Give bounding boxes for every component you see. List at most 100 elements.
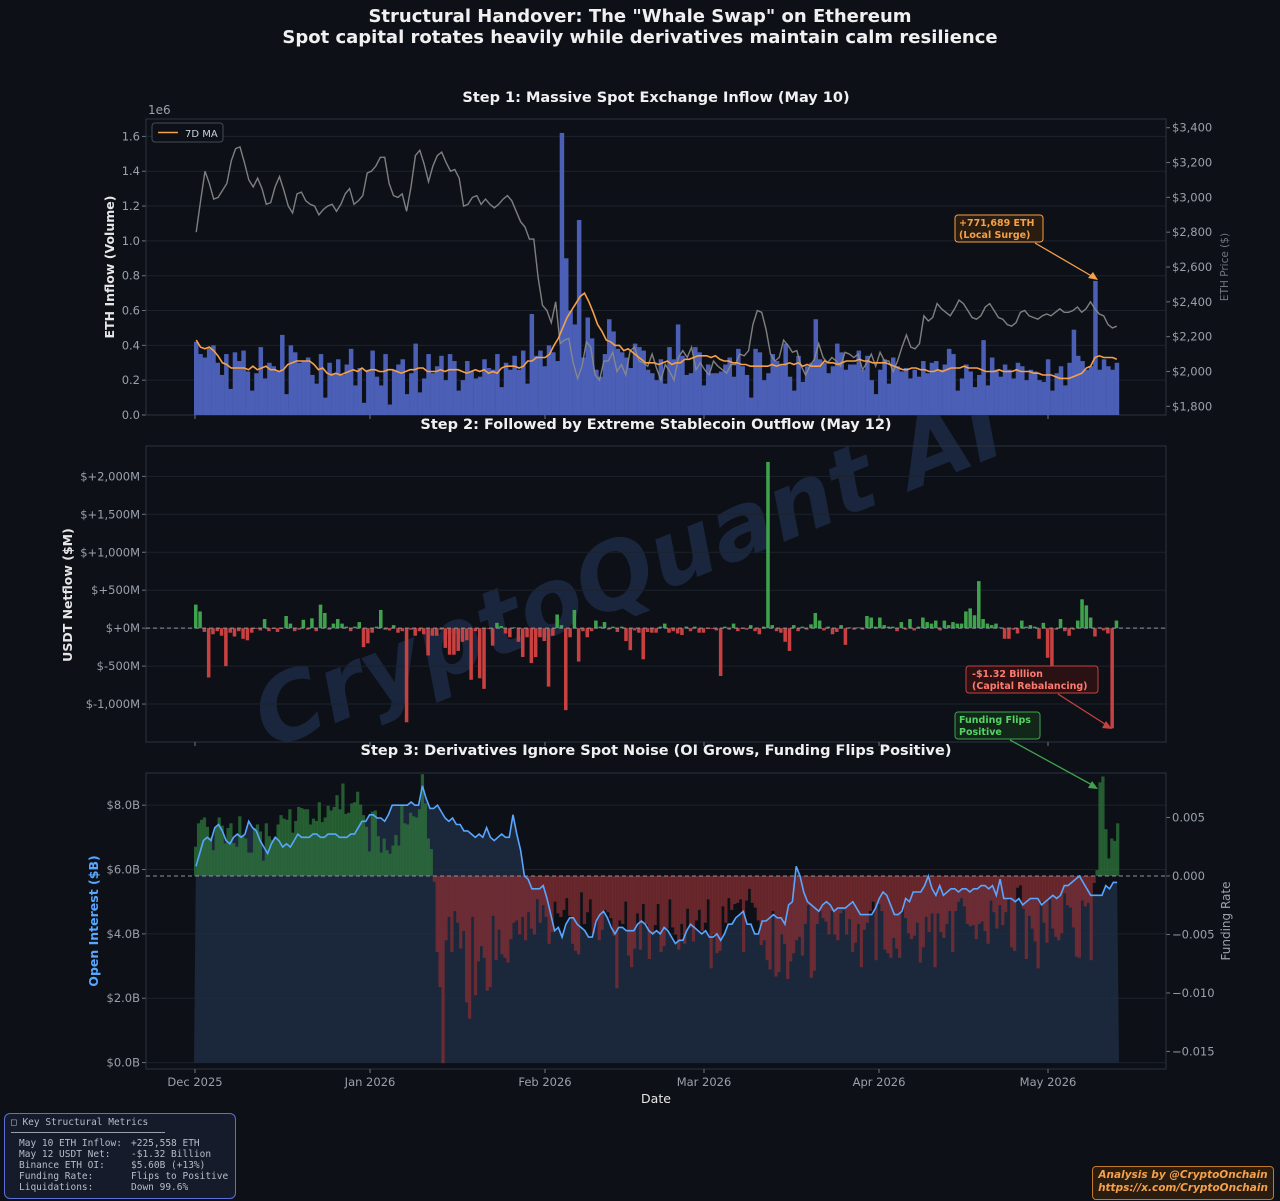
netflow-bar (744, 628, 749, 630)
netflow-bar (964, 611, 968, 629)
funding-bar (789, 875, 793, 962)
netflow-bar (1045, 628, 1050, 658)
funding-bar (671, 875, 675, 928)
inflow-bar (310, 374, 315, 415)
inflow-bar (232, 352, 238, 415)
inflow-bar (701, 385, 707, 415)
netflow-bar (774, 628, 779, 632)
netflow-bar (817, 620, 822, 629)
netflow-bar (585, 628, 590, 638)
netflow-bar (934, 620, 938, 629)
inflow-bar (645, 369, 651, 415)
funding-bar (839, 875, 843, 914)
funding-bar (624, 875, 628, 902)
funding-bar (606, 875, 610, 913)
netflow-bar (546, 628, 551, 687)
inflow-bar (830, 366, 836, 415)
funding-bar (376, 836, 380, 876)
funding-bar (509, 875, 513, 940)
netflow-bar (955, 623, 960, 629)
netflow-bar (783, 628, 787, 642)
funding-bar (1015, 875, 1020, 888)
funding-bar (1048, 875, 1052, 900)
inflow-bar (348, 348, 354, 415)
funding-bar (562, 875, 566, 910)
netflow-bar (396, 628, 400, 633)
funding-bar (721, 875, 725, 907)
netflow-bar (262, 619, 267, 629)
inflow-bar (1106, 366, 1111, 415)
inflow-bar (624, 357, 629, 415)
funding-bar (644, 875, 648, 924)
funding-bar (650, 875, 654, 934)
funding-bar (1077, 875, 1082, 958)
y-tick-label: 0.4 (122, 338, 140, 352)
inflow-bar (559, 132, 565, 415)
netflow-bar (512, 627, 516, 629)
inflow-bar (344, 364, 350, 415)
funding-bar (965, 875, 970, 924)
funding-bar (571, 875, 575, 944)
y-tick-label: $-500M (97, 659, 140, 673)
netflow-bar (383, 628, 387, 630)
annotation-arrowhead (1102, 721, 1112, 729)
funding-bar (912, 875, 917, 936)
funding-bar (1116, 823, 1120, 876)
inflow-bar (611, 331, 616, 415)
funding-bar (208, 837, 212, 876)
y-tick-label: 1.0 (122, 234, 140, 248)
inflow-bar (477, 376, 483, 415)
inflow-bar (314, 383, 319, 415)
funding-bar (715, 875, 719, 954)
netflow-bar (297, 628, 301, 630)
funding-bar (712, 875, 716, 935)
inflow-bar (792, 390, 797, 415)
inflow-bar (249, 390, 255, 415)
netflow-bar (912, 628, 917, 631)
funding-bar (959, 875, 964, 899)
funding-bar (762, 875, 766, 941)
credit-link[interactable]: https://x.com/CryptoOnchain (1098, 1182, 1268, 1194)
funding-bar (1051, 875, 1055, 929)
panel1-y2label: ETH Price ($) (1219, 233, 1231, 301)
netflow-bar (761, 626, 766, 629)
inflow-bar (1075, 355, 1081, 415)
inflow-bar (925, 373, 930, 415)
panel2-ylabel: USDT Netflow ($M) (60, 528, 75, 662)
netflow-bar (727, 628, 732, 630)
inflow-bar (460, 380, 466, 415)
funding-bar (1104, 829, 1108, 876)
netflow-bar (559, 625, 564, 629)
funding-bar (217, 817, 221, 876)
netflow-bar (796, 628, 800, 632)
funding-bar (1080, 875, 1084, 901)
funding-bar (196, 823, 201, 876)
funding-bar (1089, 875, 1093, 961)
funding-bar (706, 875, 710, 900)
funding-bar (282, 818, 286, 876)
funding-bar (1057, 875, 1061, 941)
funding-bar (792, 875, 796, 954)
funding-bar (859, 875, 864, 968)
funding-bar (853, 875, 858, 943)
netflow-bar (357, 622, 362, 629)
funding-bar (420, 774, 425, 876)
inflow-bar (1041, 381, 1047, 415)
funding-bar (388, 853, 392, 876)
funding-bar (370, 811, 374, 876)
netflow-bar (538, 628, 542, 638)
netflow-bar (723, 626, 727, 629)
inflow-bar (1084, 369, 1090, 415)
inflow-bar (516, 369, 522, 415)
funding-bar (417, 809, 422, 876)
inflow-bar (366, 369, 371, 415)
inflow-bar (568, 310, 573, 415)
netflow-bar (757, 628, 762, 635)
funding-bar (635, 875, 640, 914)
netflow-bar (323, 612, 327, 629)
funding-bar (338, 809, 342, 876)
funding-bar (659, 875, 663, 953)
funding-bar (400, 805, 404, 876)
funding-bar (364, 826, 369, 876)
funding-bar (456, 875, 460, 923)
